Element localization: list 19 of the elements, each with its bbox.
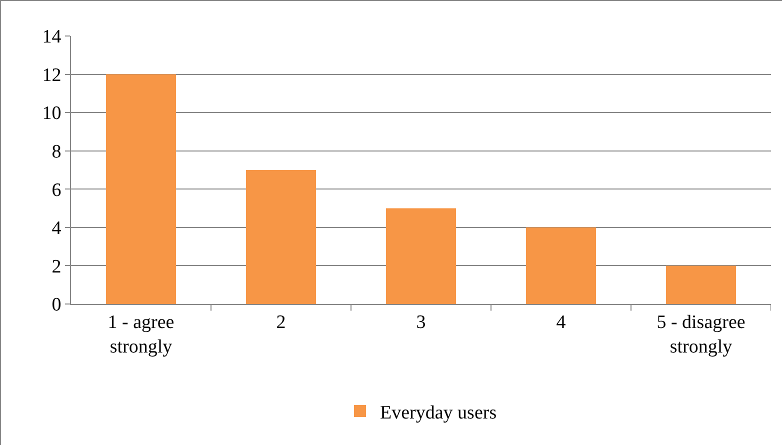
y-tick-label: 10 <box>42 103 62 124</box>
y-tick-label: 8 <box>52 142 62 163</box>
x-tick-label: 1 - agree strongly <box>108 312 174 358</box>
y-tick-label: 12 <box>42 64 62 86</box>
y-tick-label: 0 <box>52 294 62 316</box>
bar <box>246 170 316 304</box>
y-tick-label: 4 <box>52 218 62 240</box>
bar <box>526 227 596 304</box>
legend-label: Everyday users <box>380 402 497 424</box>
x-tick-label: 2 <box>276 312 286 333</box>
bar <box>386 208 456 304</box>
y-tick-label: 2 <box>52 256 62 278</box>
y-tick-label: 14 <box>42 26 62 48</box>
x-tick-label: 5 - disagree strongly <box>656 312 746 358</box>
bar <box>666 266 736 304</box>
x-tick-label: 4 <box>556 312 566 333</box>
x-tick-label: 3 <box>416 312 426 333</box>
bar <box>106 74 176 304</box>
y-tick-label: 6 <box>52 180 62 201</box>
